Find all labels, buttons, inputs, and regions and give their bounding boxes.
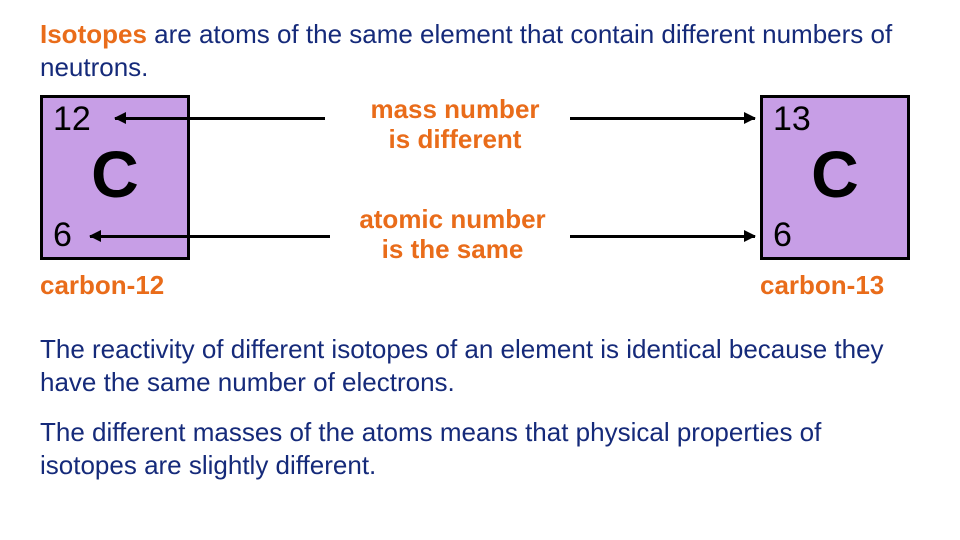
slide: Isotopes are atoms of the same element t… xyxy=(0,0,960,540)
intro-rest: are atoms of the same element that conta… xyxy=(40,19,892,82)
isotope-diagram: 12 C 6 carbon-12 13 C 6 carbon-13 mass n… xyxy=(40,95,920,315)
arrow-mass-left xyxy=(115,117,325,120)
element-symbol: C xyxy=(763,136,907,212)
mass-number: 13 xyxy=(773,100,811,139)
atomic-number: 6 xyxy=(53,216,72,255)
element-tile-c13: 13 C 6 xyxy=(760,95,910,260)
keyword-isotopes: Isotopes xyxy=(40,19,147,49)
atomic-number: 6 xyxy=(773,216,792,255)
caption-carbon-13: carbon-13 xyxy=(760,270,884,301)
arrow-atomic-left xyxy=(90,235,330,238)
mass-number: 12 xyxy=(53,100,91,139)
intro-text: Isotopes are atoms of the same element t… xyxy=(40,18,920,83)
arrow-atomic-right xyxy=(570,235,755,238)
paragraph-masses: The different masses of the atoms means … xyxy=(40,416,920,481)
element-symbol: C xyxy=(43,136,187,212)
caption-carbon-12: carbon-12 xyxy=(40,270,164,301)
arrow-mass-right xyxy=(570,117,755,120)
paragraph-reactivity: The reactivity of different isotopes of … xyxy=(40,333,920,398)
label-atomic-number: atomic number is the same xyxy=(335,205,570,265)
label-mass-number: mass number is different xyxy=(345,95,565,155)
